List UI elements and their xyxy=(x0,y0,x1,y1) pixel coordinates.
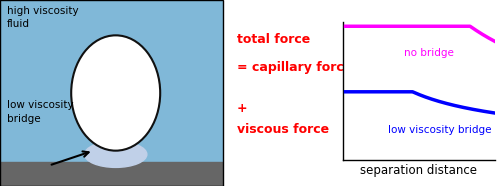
Text: low viscosity bridge: low viscosity bridge xyxy=(388,125,492,135)
Text: no bridge: no bridge xyxy=(404,48,454,58)
X-axis label: separation distance: separation distance xyxy=(360,164,477,177)
Bar xyxy=(0,0,222,162)
Text: total force: total force xyxy=(236,33,310,46)
Text: viscous force: viscous force xyxy=(236,123,329,136)
Ellipse shape xyxy=(71,35,160,151)
Bar xyxy=(0,162,222,186)
Text: = capillary force: = capillary force xyxy=(236,61,352,74)
Text: low viscosity
bridge: low viscosity bridge xyxy=(6,100,73,124)
Text: +: + xyxy=(236,102,248,115)
Text: high viscosity
fluid: high viscosity fluid xyxy=(6,6,78,29)
Ellipse shape xyxy=(84,141,147,167)
